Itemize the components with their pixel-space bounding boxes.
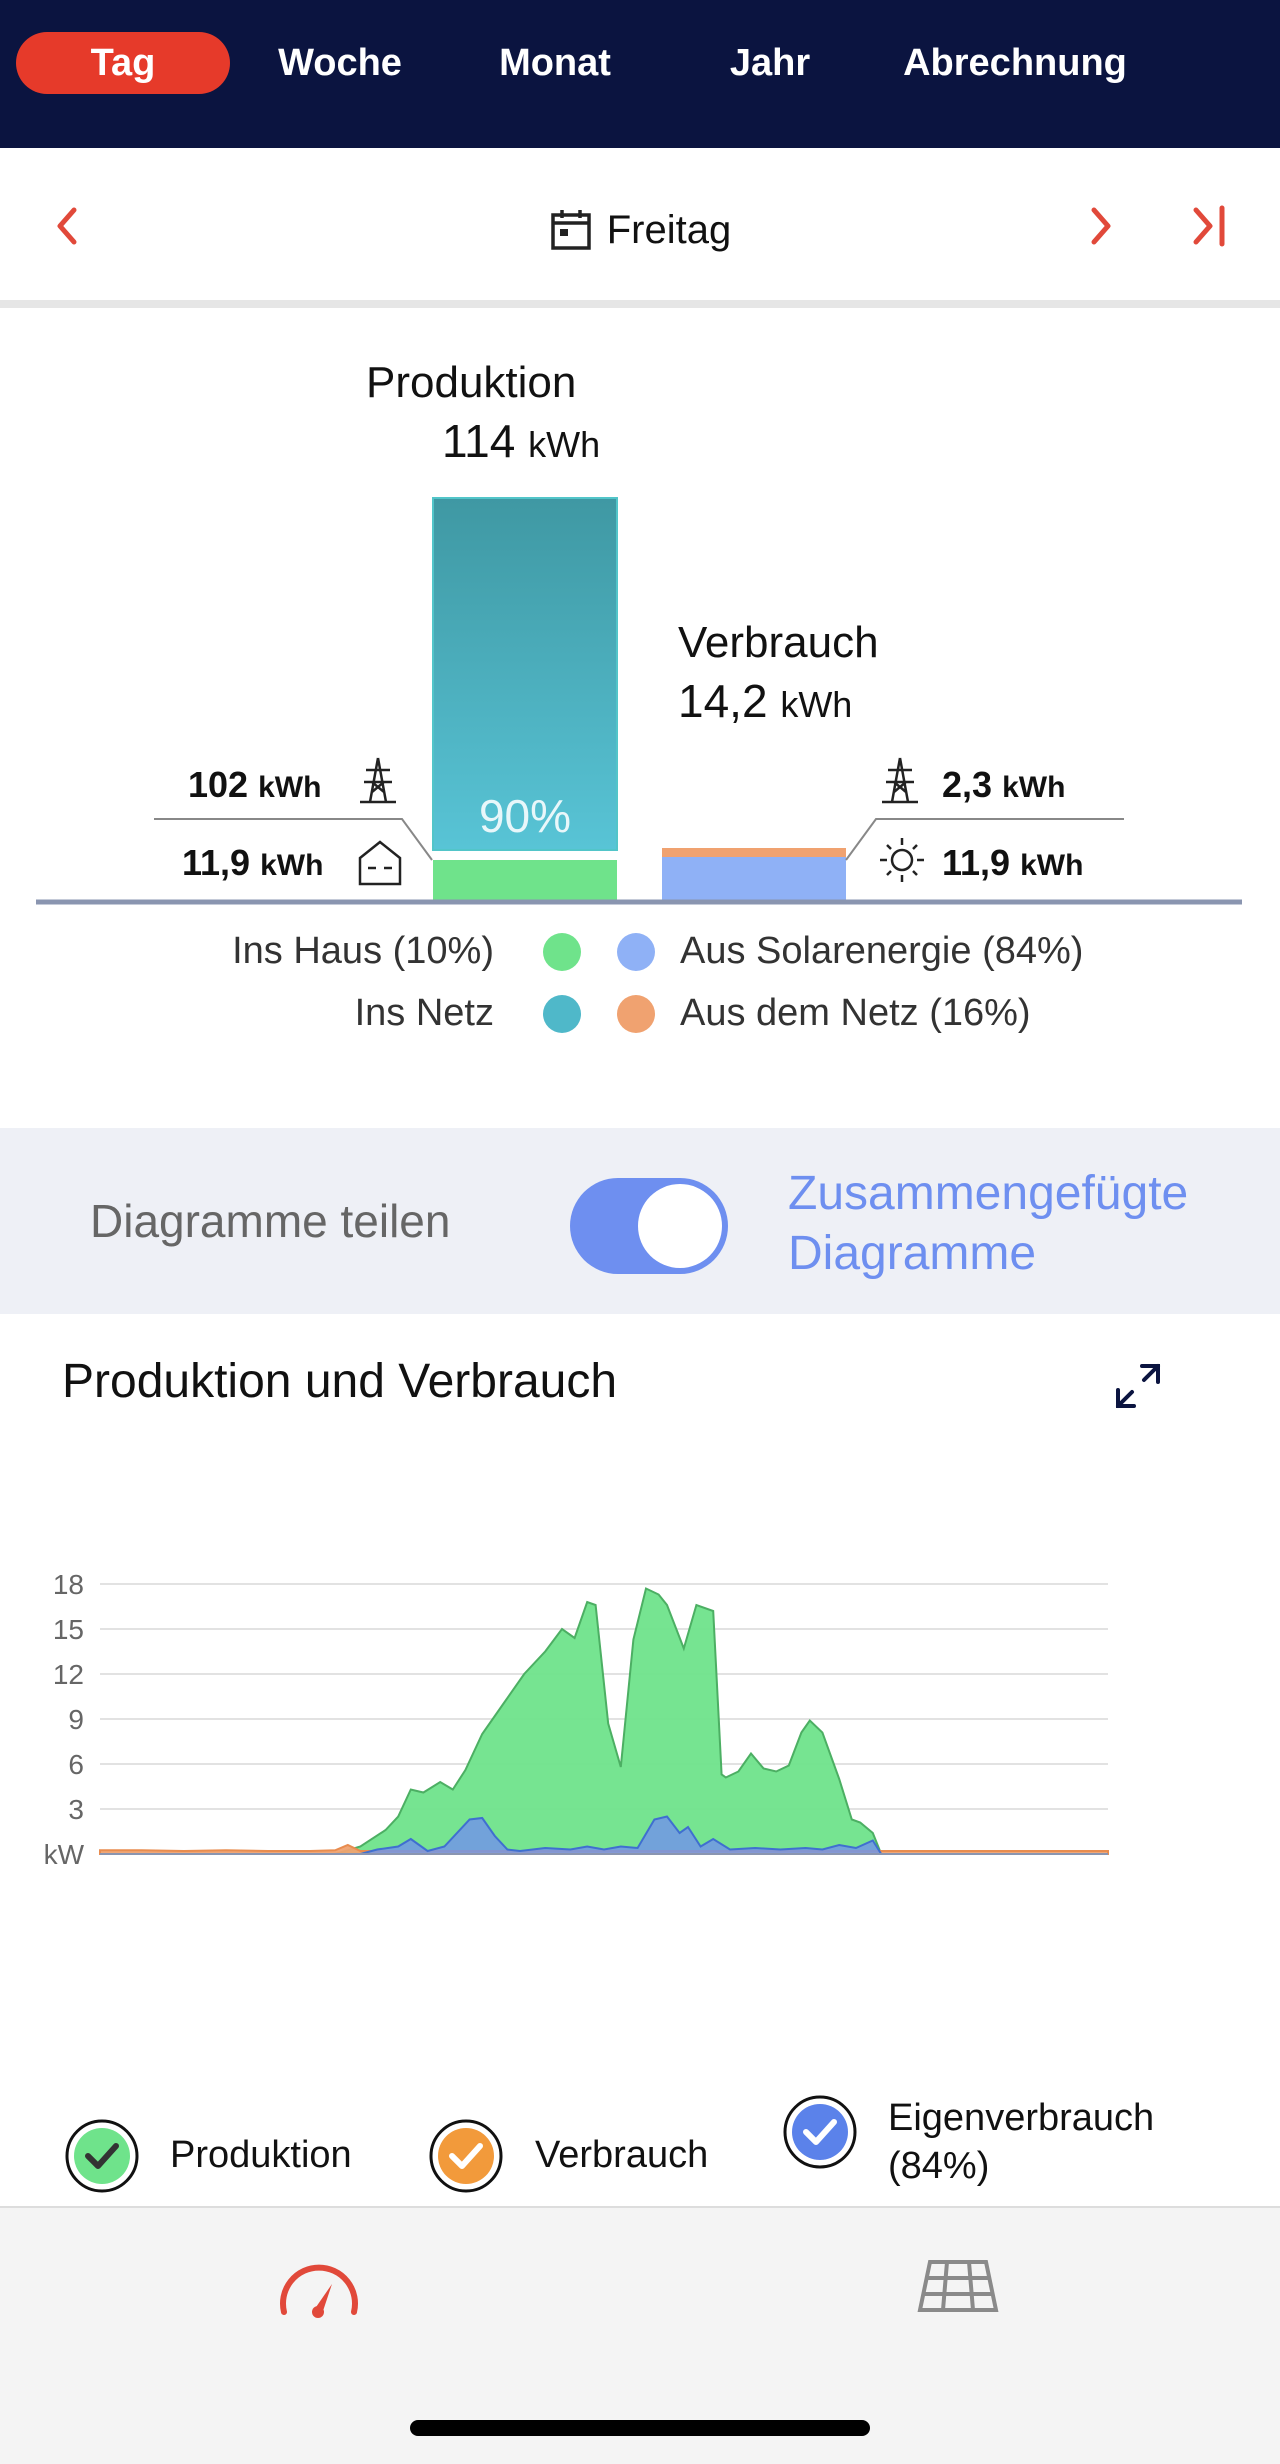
- y-tick-label: 15: [53, 1614, 84, 1645]
- consumption-value: 14,2 kWh: [678, 674, 852, 728]
- production-to-house-bar: [433, 860, 617, 900]
- right-solar-number: 11,9: [942, 842, 1011, 883]
- x-tick-label: 18: [840, 1881, 871, 1884]
- chevron-right-icon[interactable]: [1072, 198, 1128, 254]
- date-navigation: Freitag: [0, 148, 1280, 303]
- production-title: Produktion: [366, 358, 577, 407]
- y-tick-label: 18: [53, 1569, 84, 1600]
- right-grid-unit: kWh: [1002, 771, 1066, 804]
- production-consumption-chart-section: Produktion und Verbrauch 3 6 9 12 15 18 kW 6 Mit…: [0, 1314, 1280, 2206]
- y-axis-label: kW: [44, 1839, 85, 1870]
- check-circle-icon: [783, 2095, 857, 2169]
- chart-mode-toggle-band: Diagramme teilen Zusammengefügte Diagram…: [0, 1128, 1280, 1314]
- legend-dot-to-house: [543, 933, 581, 971]
- tab-tag[interactable]: Tag: [16, 32, 230, 94]
- series-area-produktion: [100, 1587, 1108, 1855]
- split-charts-label: Diagramme teilen: [90, 1195, 451, 1247]
- legend-production-checkbox[interactable]: [64, 2118, 140, 2199]
- sun-icon: [880, 838, 924, 882]
- left-grid-number: 102: [188, 764, 249, 805]
- consumption-from-grid-bar: [662, 848, 846, 857]
- legend-from-solar: Aus Solarenergie (84%): [680, 930, 1084, 972]
- left-house-number: 11,9: [182, 842, 251, 883]
- area-chart: 3 6 9 12 15 18 kW 6 Mittag 18: [44, 1569, 1109, 1884]
- pylon-icon-right: [882, 757, 918, 804]
- y-tick-label: 3: [68, 1794, 84, 1825]
- legend-from-grid: Aus dem Netz (16%): [680, 992, 1031, 1034]
- merged-charts-label: Zusammengefügte Diagramme: [788, 1164, 1248, 1284]
- legend-dot-from-solar: [617, 933, 655, 971]
- left-connector: [154, 818, 433, 861]
- chart-mode-toggle[interactable]: [570, 1178, 728, 1274]
- tab-monat[interactable]: Monat: [499, 42, 611, 84]
- y-tick-label: 6: [68, 1749, 84, 1780]
- tab-woche[interactable]: Woche: [278, 42, 402, 84]
- chevron-left-icon[interactable]: [40, 198, 96, 254]
- legend-verbrauch-label: Verbrauch: [535, 2134, 709, 2176]
- merged-charts-label-line1: Zusammengefügte: [788, 1167, 1189, 1220]
- pylon-icon-left: [360, 757, 396, 804]
- production-to-grid-bar: [432, 497, 618, 851]
- right-solar-value: 11,9 kWh: [942, 842, 1083, 884]
- left-house-unit: kWh: [260, 849, 324, 882]
- legend-eigenverbrauch-checkbox[interactable]: [782, 2094, 858, 2175]
- production-percent-label: 90%: [479, 790, 571, 842]
- divider: [0, 300, 1280, 308]
- left-house-value: 11,9 kWh: [182, 842, 323, 884]
- consumption-from-solar-bar: [662, 857, 846, 900]
- speedometer-icon[interactable]: [276, 2252, 362, 2322]
- chart-title: Produktion und Verbrauch: [62, 1355, 618, 1408]
- series-area-eigenverbrauch: [100, 1815, 1108, 1855]
- consumption-value-unit: kWh: [780, 684, 853, 725]
- skip-to-end-icon[interactable]: [1180, 198, 1236, 254]
- consumption-value-number: 14,2: [678, 675, 768, 727]
- tab-jahr[interactable]: Jahr: [729, 42, 811, 84]
- check-circle-icon: [65, 2119, 139, 2193]
- production-value-number: 114: [442, 415, 516, 467]
- tab-abrechnung[interactable]: Abrechnung: [903, 42, 1127, 84]
- left-grid-value: 102 kWh: [188, 764, 321, 806]
- legend-eigenverbrauch-line1: Eigenverbrauch: [888, 2097, 1155, 2139]
- y-tick-label: 12: [53, 1659, 84, 1690]
- home-indicator: [410, 2420, 870, 2436]
- production-value-unit: kWh: [528, 424, 601, 465]
- check-circle-icon: [429, 2119, 503, 2193]
- legend-dot-from-grid: [617, 995, 655, 1033]
- summary-bars: 90%: [36, 497, 1242, 905]
- house-icon: [358, 840, 402, 886]
- right-grid-number: 2,3: [942, 764, 993, 805]
- y-tick-label: 9: [68, 1704, 84, 1735]
- energy-summary: Produktion 114 kWh Verbrauch 14,2 kWh: [0, 308, 1280, 1128]
- consumption-title: Verbrauch: [678, 618, 879, 667]
- production-value: 114 kWh: [442, 414, 600, 468]
- expand-icon[interactable]: [1110, 1358, 1166, 1414]
- legend-to-grid: Ins Netz: [354, 992, 494, 1034]
- left-grid-unit: kWh: [258, 771, 322, 804]
- right-solar-unit: kWh: [1020, 849, 1084, 882]
- legend-eigenverbrauch-label: Eigenverbrauch (84%): [888, 2094, 1154, 2190]
- merged-charts-label-line2: Diagramme: [788, 1227, 1037, 1280]
- right-connector: [845, 818, 1124, 861]
- legend-dot-to-grid: [543, 995, 581, 1033]
- legend-verbrauch-checkbox[interactable]: [428, 2118, 504, 2199]
- x-tick-label: 6: [344, 1881, 360, 1884]
- legend-eigenverbrauch-line2: (84%): [888, 2145, 990, 2187]
- calendar-icon: [551, 210, 591, 251]
- date-label: Freitag: [606, 207, 732, 252]
- right-grid-value: 2,3 kWh: [942, 764, 1065, 806]
- legend-to-house: Ins Haus (10%): [232, 930, 494, 972]
- legend-production-label: Produktion: [170, 2134, 352, 2176]
- toggle-knob: [638, 1184, 722, 1268]
- x-tick-label: Mittag: [566, 1881, 642, 1884]
- top-tab-bar: Tag Woche Monat Jahr Abrechnung: [0, 0, 1280, 148]
- solar-panel-icon[interactable]: [916, 2258, 1000, 2318]
- date-title[interactable]: Freitag: [0, 206, 1280, 253]
